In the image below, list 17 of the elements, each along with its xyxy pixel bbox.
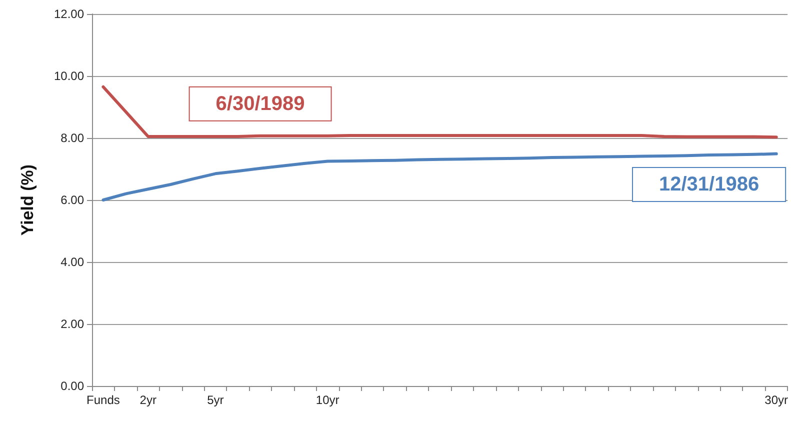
y-tick-label: 0.00	[60, 379, 84, 393]
y-tick-label: 8.00	[60, 131, 84, 145]
x-tick-label: Funds	[86, 393, 120, 407]
x-tick-label: 2yr	[140, 393, 156, 407]
series-label: 6/30/1989	[216, 92, 305, 115]
y-tick-label: 6.00	[60, 193, 84, 207]
y-tick-label: 12.00	[54, 7, 84, 21]
x-tick-label: 10yr	[316, 393, 340, 407]
y-axis-title: Yield (%)	[18, 164, 37, 236]
line-series	[102, 152, 778, 202]
line-series	[102, 85, 778, 139]
x-tick-label: 30yr	[764, 393, 788, 407]
x-tick-label: 5yr	[207, 393, 224, 407]
y-tick-label: 4.00	[60, 255, 84, 269]
series-label: 12/31/1986	[658, 174, 760, 196]
y-tick-label: 10.00	[54, 69, 84, 83]
y-tick-label: 2.00	[60, 317, 84, 331]
